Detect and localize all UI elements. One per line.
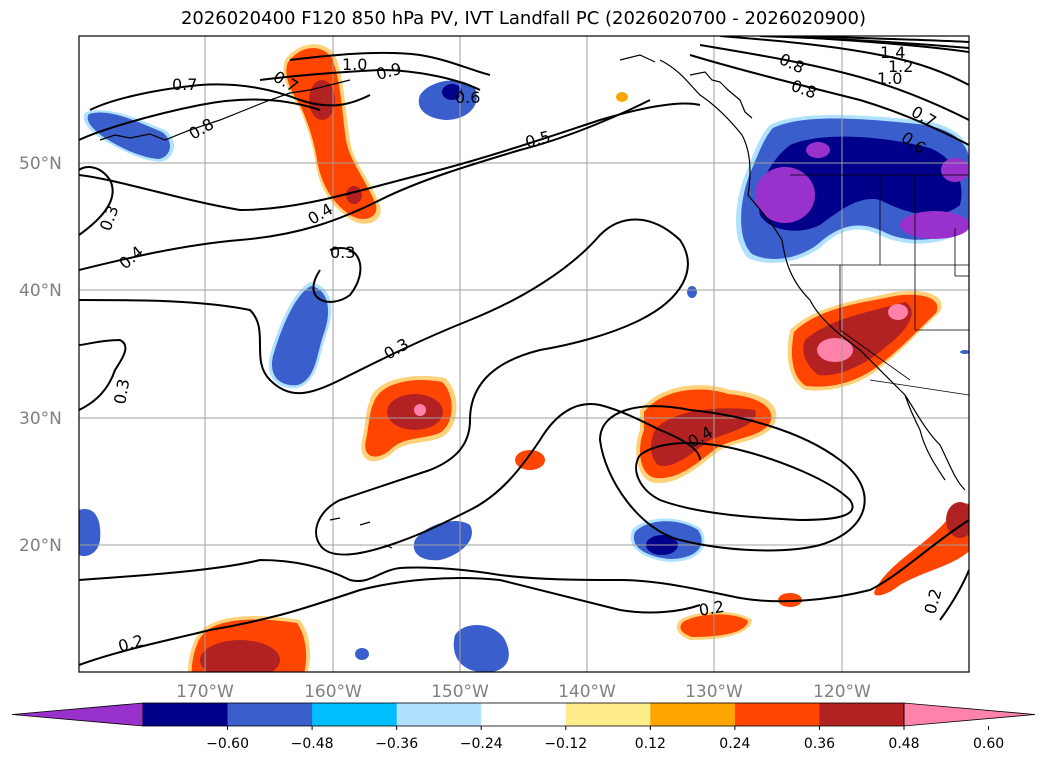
contour-label: 0.2 xyxy=(697,597,725,620)
colorbar-tick-label: 0.36 xyxy=(804,736,835,752)
latitude-labels: 50°N 40°N 30°N 20°N xyxy=(19,154,62,556)
colorbar-tick-label: −0.12 xyxy=(544,736,587,752)
colorbar-tick-label: 0.60 xyxy=(973,736,1004,752)
lat-label: 40°N xyxy=(19,281,62,301)
lat-label: 50°N xyxy=(19,154,62,174)
contour-label: 1.2 xyxy=(888,57,913,76)
contour-label: 1.0 xyxy=(877,69,902,88)
borders xyxy=(790,174,969,396)
colorbar-ticks: −0.60 −0.48 −0.36 −0.24 −0.12 0.12 0.24 0.36 0.4… xyxy=(206,726,1004,752)
colorbar-segment xyxy=(396,703,482,726)
pv-contours xyxy=(79,36,969,666)
colorbar-segment xyxy=(227,703,313,726)
colorbar-segment xyxy=(312,703,398,726)
contour-label: 1.0 xyxy=(342,55,367,74)
lon-label: 120°W xyxy=(813,682,871,702)
colorbar-segment xyxy=(143,703,229,726)
longitude-labels: 170°W 160°W 150°W 140°W 130°W 120°W xyxy=(176,682,871,702)
colorbar-tick-label: −0.36 xyxy=(375,736,418,752)
contour-label: 0.7 xyxy=(172,75,197,94)
contour-label: 0.3 xyxy=(110,377,133,405)
map-frame xyxy=(78,35,970,673)
colorbar-tick-label: 0.24 xyxy=(719,736,750,752)
colorbar-extend-low xyxy=(11,702,144,727)
colorbar-tick-label: −0.48 xyxy=(291,736,334,752)
lat-label: 30°N xyxy=(19,409,62,429)
page-title: 2026020400 F120 850 hPa PV, IVT Landfall… xyxy=(180,8,867,29)
colorbar-segment xyxy=(734,703,820,726)
colorbar-segment xyxy=(819,703,905,726)
negative-anomaly-regions xyxy=(79,80,969,672)
colorbar-segments xyxy=(11,702,1036,727)
colorbar-extend-high xyxy=(903,702,1036,727)
contour-label: 0.3 xyxy=(330,243,355,262)
colorbar-tick-label: 0.12 xyxy=(635,736,666,752)
lon-label: 150°W xyxy=(431,682,489,702)
lon-label: 170°W xyxy=(176,682,234,702)
colorbar-tick-label: 0.48 xyxy=(888,736,919,752)
lon-label: 160°W xyxy=(304,682,362,702)
colorbar: −0.60 −0.48 −0.36 −0.24 −0.12 0.12 0.24 0.36 0.4… xyxy=(11,702,1036,752)
positive-anomaly-regions xyxy=(187,44,969,672)
map-content: 1.4 1.2 1.0 0.8 0.8 0.7 0.7 0.6 0.6 0.5 … xyxy=(79,36,969,672)
colorbar-segment xyxy=(481,703,567,726)
coastlines xyxy=(99,54,966,549)
colorbar-segment xyxy=(650,703,736,726)
contour-label: 1.4 xyxy=(880,43,905,62)
lon-label: 140°W xyxy=(558,682,616,702)
colorbar-tick-label: −0.24 xyxy=(460,736,503,752)
colorbar-border xyxy=(142,702,905,727)
lon-label: 130°W xyxy=(685,682,743,702)
lat-label: 20°N xyxy=(19,536,62,556)
colorbar-tick-label: −0.60 xyxy=(206,736,249,752)
colorbar-segment xyxy=(565,703,651,726)
contour-label: 0.6 xyxy=(455,88,480,107)
